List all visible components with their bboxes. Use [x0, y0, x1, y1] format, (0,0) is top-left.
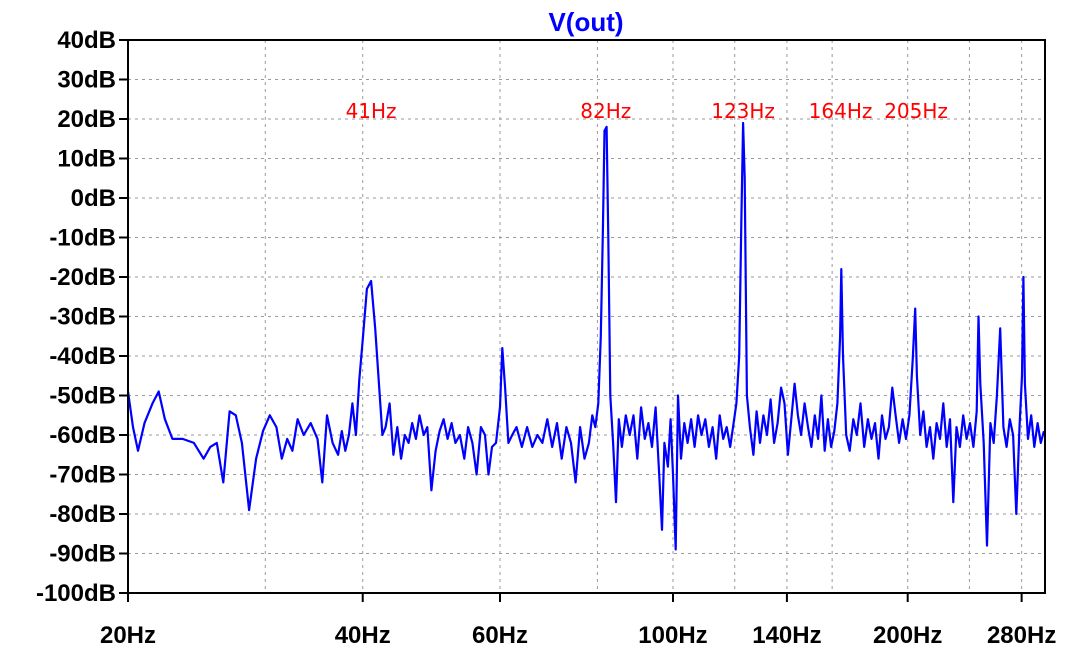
x-tick-label: 200Hz	[873, 622, 942, 649]
trace-group	[126, 121, 1045, 551]
y-tick-label: 20dB	[57, 106, 116, 133]
x-tick-label: 40Hz	[335, 622, 391, 649]
y-tick-label: -70dB	[49, 462, 116, 489]
x-tick-label: 20Hz	[100, 622, 156, 649]
harmonic-label: 164Hz	[809, 99, 873, 123]
harmonic-label: 82Hz	[580, 99, 631, 123]
y-tick-label: 0dB	[71, 185, 116, 212]
y-tick-label: -40dB	[49, 343, 116, 370]
chart-title: V(out)	[548, 7, 623, 37]
harmonic-label: 123Hz	[711, 99, 775, 123]
y-tick-label: 40dB	[57, 27, 116, 54]
y-tick-label: -50dB	[49, 383, 116, 410]
y-tick-label: -30dB	[49, 304, 116, 331]
x-axis: 20Hz 40Hz 60Hz 100Hz 140Hz 200Hz 280Hz	[100, 593, 1056, 649]
x-tick-label: 60Hz	[472, 622, 528, 649]
y-tick-label: 10dB	[57, 146, 116, 173]
y-tick-label: -60dB	[49, 422, 116, 449]
y-tick-label: 30dB	[57, 67, 116, 94]
y-tick-label: -100dB	[36, 580, 116, 607]
y-tick-label: -80dB	[49, 501, 116, 528]
y-tick-label: -90dB	[49, 541, 116, 568]
x-tick-label: 280Hz	[987, 622, 1056, 649]
harmonic-label: 205Hz	[884, 99, 948, 123]
harmonic-label: 41Hz	[346, 99, 397, 123]
x-tick-label: 140Hz	[752, 622, 821, 649]
annotations: 41Hz 82Hz 123Hz 164Hz 205Hz	[346, 99, 948, 123]
y-axis: 40dB 30dB 20dB 10dB 0dB -10dB -20dB -30dB -40dB -…	[36, 27, 128, 607]
x-tick-label: 100Hz	[638, 622, 707, 649]
y-tick-label: -10dB	[49, 225, 116, 252]
y-tick-label: -20dB	[49, 264, 116, 291]
spectrum-trace	[126, 121, 1045, 551]
grid	[128, 40, 1045, 593]
plot-frame	[127, 39, 1046, 594]
